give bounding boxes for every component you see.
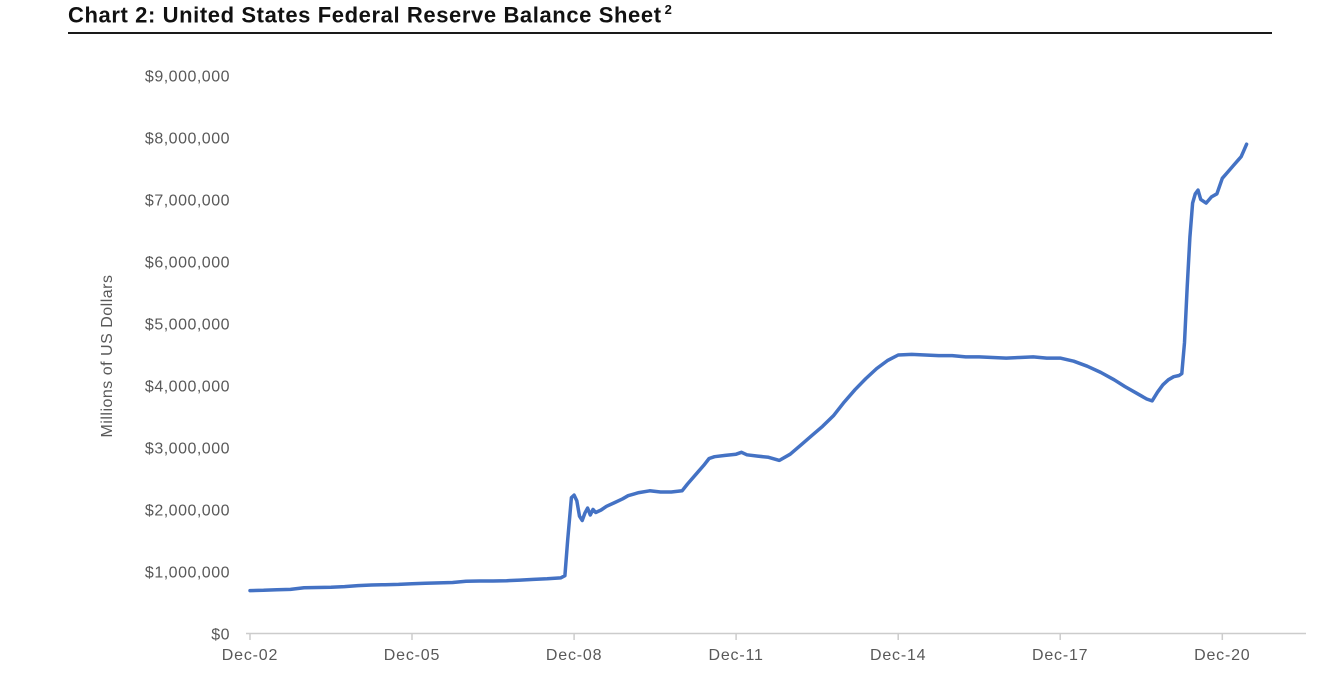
x-axis-tick-label: Dec-11 [708, 647, 763, 664]
y-axis-tick-label: $7,000,000 [145, 193, 230, 210]
y-axis-tick-label: $1,000,000 [145, 565, 230, 582]
y-axis-tick-label: $4,000,000 [145, 379, 230, 396]
chart-title-footnote-marker: 2 [664, 2, 673, 17]
y-axis-tick-label: $5,000,000 [145, 317, 230, 334]
balance-sheet-line [248, 142, 1249, 593]
x-axis-tick-label: Dec-08 [546, 647, 602, 664]
x-axis-tick-label: Dec-14 [870, 647, 926, 664]
x-axis: Dec-02 Dec-05 Dec-08 Dec-11 Dec-14 Dec-17 Dec-… [222, 632, 1306, 664]
y-axis-tick-label: $2,000,000 [145, 503, 230, 520]
x-axis-tick-label: Dec-05 [384, 647, 440, 664]
y-axis-labels: $0 $1,000,000 $2,000,000 $3,000,000 $4,000,0… [145, 69, 230, 644]
y-axis-title: Millions of US Dollars [99, 274, 116, 437]
chart-title: Chart 2: United States Federal Reserve B… [68, 2, 672, 28]
series-group [248, 142, 1249, 593]
y-axis-tick-label: $6,000,000 [145, 255, 230, 272]
x-axis-tick-label: Dec-17 [1032, 647, 1088, 664]
chart-title-text: Chart 2: United States Federal Reserve B… [68, 2, 662, 28]
y-axis-tick-label: $8,000,000 [145, 131, 230, 148]
x-axis-tick-label: Dec-02 [222, 647, 278, 664]
y-axis-tick-label: $0 [211, 627, 230, 644]
y-axis-tick-label: $9,000,000 [145, 69, 230, 86]
y-axis-tick-label: $3,000,000 [145, 441, 230, 458]
x-axis-tick-label: Dec-20 [1194, 647, 1250, 664]
title-underline [68, 32, 1272, 34]
